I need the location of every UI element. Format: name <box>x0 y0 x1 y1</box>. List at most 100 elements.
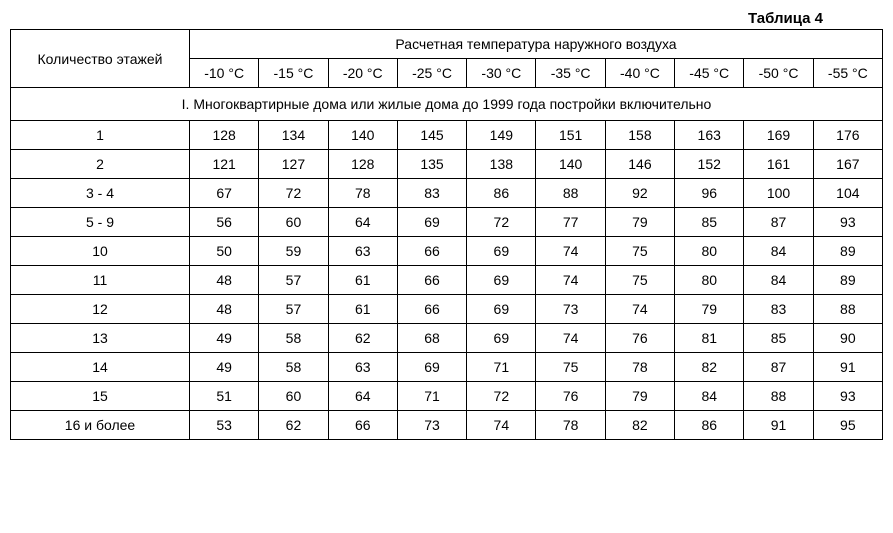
data-cell: 76 <box>536 382 605 411</box>
header-temp-col: -20 °C <box>328 59 397 88</box>
data-cell: 69 <box>397 208 466 237</box>
data-cell: 88 <box>744 382 813 411</box>
header-temp-col: -25 °C <box>397 59 466 88</box>
table-row: 1050596366697475808489 <box>11 237 883 266</box>
data-cell: 73 <box>397 411 466 440</box>
header-row-1: Количество этажей Расчетная температура … <box>11 30 883 59</box>
table-row: 1128134140145149151158163169176 <box>11 121 883 150</box>
data-cell: 86 <box>675 411 744 440</box>
data-cell: 66 <box>328 411 397 440</box>
data-cell: 84 <box>744 237 813 266</box>
data-cell: 84 <box>744 266 813 295</box>
data-cell: 128 <box>328 150 397 179</box>
data-cell: 83 <box>744 295 813 324</box>
data-cell: 163 <box>675 121 744 150</box>
table-row: 1349586268697476818590 <box>11 324 883 353</box>
data-cell: 81 <box>675 324 744 353</box>
data-cell: 66 <box>397 266 466 295</box>
data-cell: 91 <box>744 411 813 440</box>
table-row: 2121127128135138140146152161167 <box>11 150 883 179</box>
data-cell: 62 <box>259 411 328 440</box>
data-cell: 134 <box>259 121 328 150</box>
row-label: 12 <box>11 295 190 324</box>
data-cell: 92 <box>605 179 674 208</box>
data-cell: 78 <box>605 353 674 382</box>
data-cell: 80 <box>675 266 744 295</box>
data-cell: 161 <box>744 150 813 179</box>
data-cell: 86 <box>467 179 536 208</box>
data-cell: 73 <box>536 295 605 324</box>
table-body: I. Многоквартирные дома или жилые дома д… <box>11 88 883 440</box>
data-cell: 151 <box>536 121 605 150</box>
data-cell: 85 <box>744 324 813 353</box>
data-cell: 149 <box>467 121 536 150</box>
data-cell: 169 <box>744 121 813 150</box>
data-cell: 63 <box>328 237 397 266</box>
data-cell: 72 <box>467 208 536 237</box>
data-cell: 72 <box>259 179 328 208</box>
data-cell: 49 <box>190 353 259 382</box>
data-cell: 95 <box>813 411 882 440</box>
table-row: 3 - 46772788386889296100104 <box>11 179 883 208</box>
data-cell: 66 <box>397 237 466 266</box>
data-cell: 77 <box>536 208 605 237</box>
row-label: 14 <box>11 353 190 382</box>
data-cell: 75 <box>605 237 674 266</box>
header-temp-col: -30 °C <box>467 59 536 88</box>
header-temp-col: -50 °C <box>744 59 813 88</box>
data-cell: 89 <box>813 237 882 266</box>
data-cell: 146 <box>605 150 674 179</box>
data-cell: 87 <box>744 353 813 382</box>
row-label: 10 <box>11 237 190 266</box>
data-cell: 71 <box>467 353 536 382</box>
data-cell: 75 <box>605 266 674 295</box>
data-cell: 69 <box>467 237 536 266</box>
data-cell: 79 <box>605 382 674 411</box>
header-temp-col: -15 °C <box>259 59 328 88</box>
data-cell: 51 <box>190 382 259 411</box>
data-cell: 83 <box>397 179 466 208</box>
data-cell: 100 <box>744 179 813 208</box>
data-cell: 60 <box>259 382 328 411</box>
section-title-row: I. Многоквартирные дома или жилые дома д… <box>11 88 883 121</box>
table-row: 16 и более53626673747882869195 <box>11 411 883 440</box>
data-cell: 58 <box>259 324 328 353</box>
data-cell: 74 <box>467 411 536 440</box>
data-cell: 48 <box>190 266 259 295</box>
data-cell: 69 <box>397 353 466 382</box>
data-cell: 48 <box>190 295 259 324</box>
data-cell: 104 <box>813 179 882 208</box>
data-cell: 67 <box>190 179 259 208</box>
data-cell: 91 <box>813 353 882 382</box>
data-cell: 85 <box>675 208 744 237</box>
data-cell: 72 <box>467 382 536 411</box>
data-cell: 57 <box>259 266 328 295</box>
row-label: 16 и более <box>11 411 190 440</box>
data-cell: 57 <box>259 295 328 324</box>
header-temp-col: -55 °C <box>813 59 882 88</box>
row-label: 11 <box>11 266 190 295</box>
table-row: 1551606471727679848893 <box>11 382 883 411</box>
data-cell: 78 <box>536 411 605 440</box>
data-cell: 80 <box>675 237 744 266</box>
data-cell: 90 <box>813 324 882 353</box>
data-cell: 176 <box>813 121 882 150</box>
data-cell: 138 <box>467 150 536 179</box>
data-cell: 75 <box>536 353 605 382</box>
header-floors: Количество этажей <box>11 30 190 88</box>
data-cell: 61 <box>328 266 397 295</box>
data-cell: 60 <box>259 208 328 237</box>
data-cell: 87 <box>744 208 813 237</box>
data-cell: 69 <box>467 266 536 295</box>
data-cell: 66 <box>397 295 466 324</box>
header-temp-col: -35 °C <box>536 59 605 88</box>
data-cell: 63 <box>328 353 397 382</box>
data-cell: 69 <box>467 295 536 324</box>
data-cell: 88 <box>813 295 882 324</box>
row-label: 3 - 4 <box>11 179 190 208</box>
data-cell: 79 <box>605 208 674 237</box>
data-cell: 61 <box>328 295 397 324</box>
table-row: 1449586369717578828791 <box>11 353 883 382</box>
data-cell: 74 <box>536 324 605 353</box>
data-cell: 84 <box>675 382 744 411</box>
